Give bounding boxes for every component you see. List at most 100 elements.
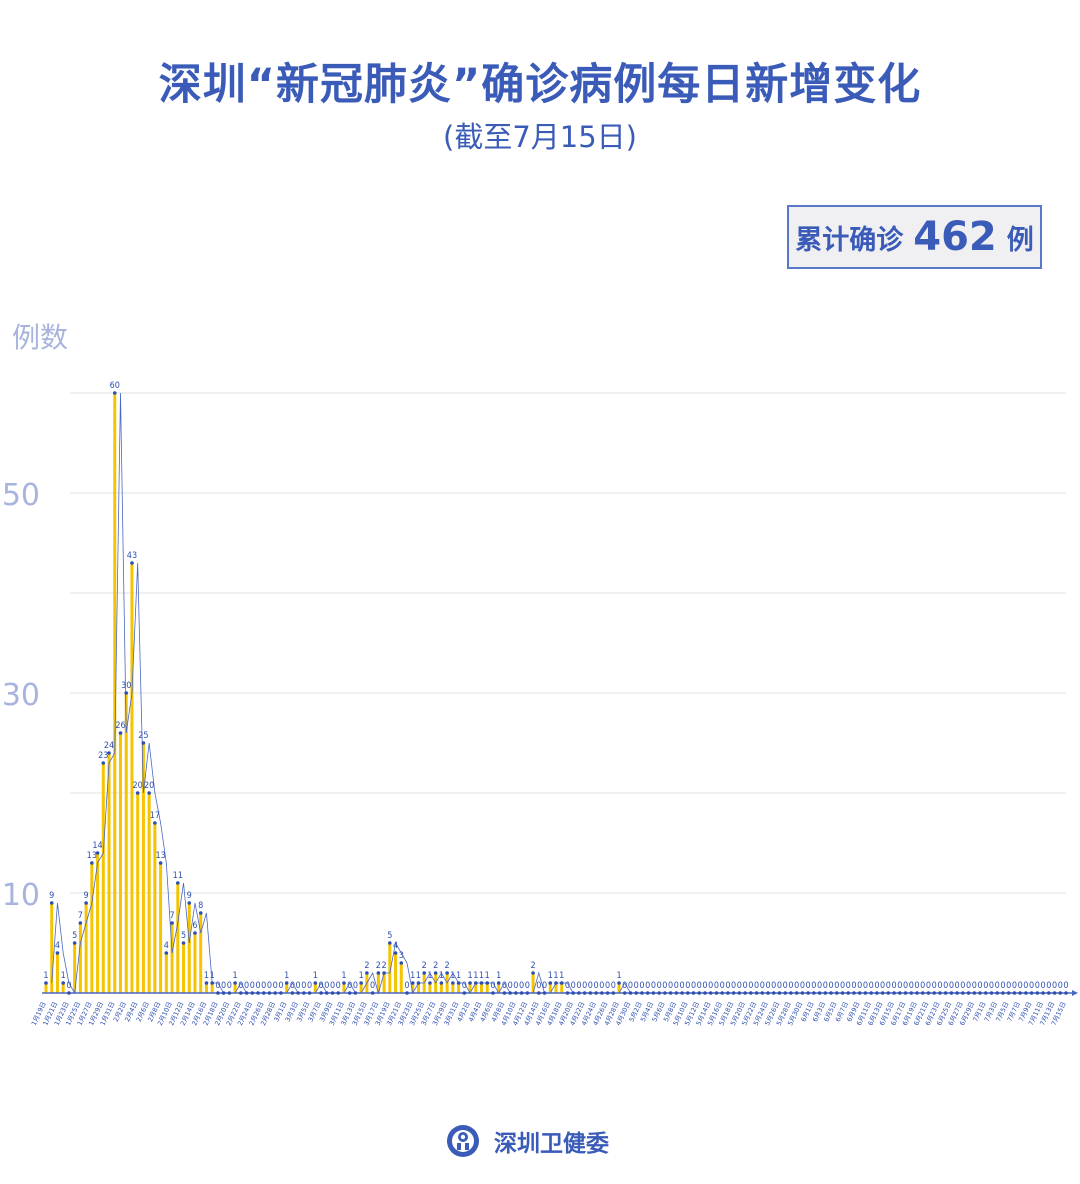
data-label: 9	[187, 891, 192, 901]
bar	[141, 743, 145, 993]
data-label: 0	[679, 981, 684, 991]
data-label: 8	[198, 901, 203, 911]
data-point	[410, 981, 415, 985]
data-point	[193, 931, 197, 935]
data-label: 11	[173, 871, 183, 881]
data-label: 0	[525, 981, 530, 991]
total-unit: 例	[1006, 224, 1034, 256]
data-point	[754, 991, 759, 995]
data-point	[90, 861, 94, 865]
data-label: 0	[66, 981, 71, 991]
data-point	[972, 991, 977, 995]
data-label: 0	[622, 981, 627, 991]
health-commission-logo-icon	[447, 1125, 479, 1157]
data-point	[1006, 991, 1011, 995]
data-point	[989, 991, 994, 995]
data-point	[324, 991, 329, 995]
data-point	[760, 991, 765, 995]
data-label: 0	[250, 981, 255, 991]
data-point	[1058, 991, 1063, 995]
data-label: 0	[1063, 981, 1068, 991]
data-point	[703, 991, 707, 995]
data-label: 0	[955, 981, 960, 991]
data-point	[909, 991, 914, 995]
data-label: 0	[788, 981, 793, 991]
data-point	[181, 941, 186, 945]
data-point	[101, 761, 106, 765]
data-point	[359, 981, 363, 985]
bar	[531, 973, 535, 993]
data-point	[708, 991, 713, 995]
data-point	[600, 991, 604, 995]
data-label: 1	[496, 971, 501, 981]
data-label: 0	[702, 981, 707, 991]
data-point	[72, 941, 77, 945]
data-point	[462, 991, 467, 995]
data-label: 2	[382, 961, 387, 971]
data-point	[175, 881, 180, 885]
data-point	[932, 991, 937, 995]
data-label: 1	[456, 971, 461, 981]
data-label: 0	[324, 981, 329, 991]
data-label: 0	[794, 981, 799, 991]
data-label: 0	[519, 981, 524, 991]
data-point	[548, 981, 553, 985]
data-point	[84, 901, 88, 905]
data-label: 1	[359, 971, 364, 981]
data-label: 0	[227, 981, 232, 991]
data-point	[565, 991, 570, 995]
data-label: 1	[559, 971, 564, 981]
data-point	[508, 991, 512, 995]
bar	[485, 983, 489, 993]
bar	[548, 983, 552, 993]
data-label: 0	[273, 981, 278, 991]
data-point	[279, 991, 283, 995]
bar	[44, 983, 48, 993]
data-point	[880, 991, 885, 995]
data-point	[594, 991, 598, 995]
data-point	[903, 991, 908, 995]
data-point	[170, 921, 174, 925]
data-label: 2	[445, 961, 450, 971]
data-label: 0	[657, 981, 662, 991]
data-point	[812, 991, 816, 995]
bar	[55, 953, 59, 993]
data-label: 1	[553, 971, 558, 981]
data-label: 1	[427, 971, 432, 981]
data-label: 0	[238, 981, 243, 991]
data-label: 2	[376, 961, 381, 971]
data-label: 0	[932, 981, 937, 991]
data-label: 0	[943, 981, 948, 991]
data-label: 0	[846, 981, 851, 991]
data-label: 0	[926, 981, 931, 991]
data-point	[857, 991, 862, 995]
data-label: 0	[502, 981, 507, 991]
data-label: 0	[966, 981, 971, 991]
data-point	[800, 991, 805, 995]
data-label: 0	[1000, 981, 1005, 991]
data-point	[399, 961, 404, 965]
data-point	[949, 991, 954, 995]
data-label: 0	[1035, 981, 1040, 991]
bar	[399, 963, 403, 993]
data-label: 0	[221, 981, 226, 991]
bar	[113, 393, 117, 993]
data-label: 25	[138, 731, 148, 741]
data-point	[674, 991, 679, 995]
data-point	[869, 991, 873, 995]
data-point	[680, 991, 684, 995]
data-point	[622, 991, 627, 995]
total-label: 累计确诊	[795, 224, 904, 256]
bar	[468, 983, 472, 993]
bar	[199, 913, 203, 993]
data-label: 0	[874, 981, 879, 991]
bar	[193, 933, 197, 993]
data-point	[663, 991, 667, 995]
bar	[497, 983, 501, 993]
data-point	[789, 991, 793, 995]
data-label: 0	[628, 981, 633, 991]
data-label: 0	[1046, 981, 1051, 991]
data-point	[164, 951, 169, 955]
data-point	[416, 981, 421, 985]
data-point	[720, 991, 724, 995]
